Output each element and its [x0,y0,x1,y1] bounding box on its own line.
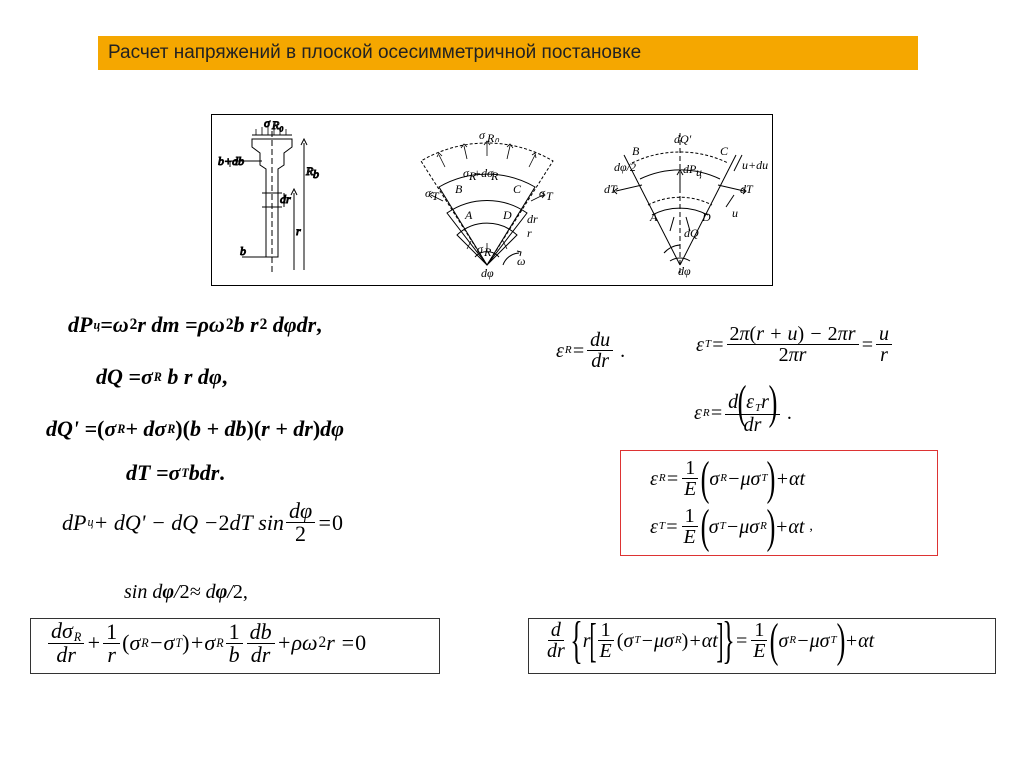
svg-text:r: r [527,226,532,240]
svg-text:b+db: b+db [218,154,244,168]
svg-text:T: T [546,189,554,203]
svg-text:b: b [313,167,319,181]
eq-dQp: dQ' = (σR + dσR)(b + db)(r + dr)dφ [46,418,344,440]
svg-text:r: r [296,224,301,238]
svg-text:u+du: u+du [742,158,768,172]
figure-svg: σR₀ b+db b Rb dr r [212,115,772,285]
svg-text:b: b [240,244,246,258]
svg-text:R: R [490,169,499,183]
title-bar: Расчет напряжений в плоской осесимметрич… [98,36,918,70]
svg-text:dQ': dQ' [674,132,692,146]
eq-sin-approx: sin dφ/2≈ dφ/2, [124,582,248,602]
eq-compat: ddr {r [ 1E (σT − μσR) + αt ] } = 1E (σR… [542,620,874,661]
svg-text:σ: σ [264,116,271,130]
eq-hooke-T: εT = 1E (σT − μσR) + αt , [650,506,813,547]
svg-text:dT: dT [740,182,754,196]
svg-text:D: D [701,210,711,224]
svg-text:ц: ц [696,165,702,179]
eq-dT: dT = σTbdr. [126,462,225,484]
svg-text:σ: σ [479,128,486,142]
svg-text:A: A [464,208,473,222]
eq-epsR-deriv: εR = d(εTr) dr . [694,392,792,435]
svg-text:C: C [513,182,522,196]
eq-epsT: εT = 2π(r + u) − 2πr 2πr = ur [696,324,894,365]
svg-text:σ: σ [425,186,432,200]
svg-text:D: D [502,208,512,222]
svg-text:dφ: dφ [678,264,691,278]
svg-text:σ: σ [477,242,484,256]
figure-box: σR₀ b+db b Rb dr r [211,114,773,286]
svg-text:B: B [632,144,640,158]
svg-text:R: R [483,245,492,259]
svg-text:R₀: R₀ [271,118,284,132]
svg-text:dφ/2: dφ/2 [614,160,636,174]
eq-dPc: dPц = ω2r dm = ρω2b r2 dφdr, [68,314,322,336]
svg-text:σ: σ [539,186,546,200]
svg-text:C: C [720,144,729,158]
svg-text:u: u [732,206,738,220]
eq-dQ: dQ = σR b r dφ, [96,366,227,388]
eq-hooke-R: εR = 1E (σR − μσT) + αt [650,458,805,499]
eq-equilibrium: dPц + dQ' − dQ − 2dT sin dφ2 = 0 [62,500,343,545]
eq-epsR: εR = dudr . [556,330,625,371]
svg-text:A: A [649,210,658,224]
svg-text:dr: dr [527,212,538,226]
svg-text:dr: dr [280,192,291,206]
svg-text:ω: ω [517,254,525,268]
svg-text:Rₙ: Rₙ [486,131,499,145]
svg-text:T: T [432,189,440,203]
svg-text:dP: dP [683,162,697,176]
svg-text:B: B [455,182,463,196]
svg-text:dQ: dQ [684,226,699,240]
svg-text:dφ: dφ [481,266,494,280]
eq-ode-sigma: dσRdr +1r (σR − σT) + σR 1b dbdr + ρω2r … [46,620,366,666]
svg-text:dT: dT [604,182,618,196]
title-text: Расчет напряжений в плоской осесимметрич… [108,42,641,64]
